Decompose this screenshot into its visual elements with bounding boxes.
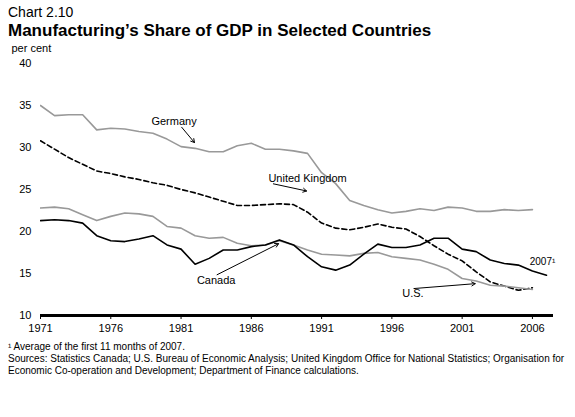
svg-text:U.S.: U.S. — [402, 287, 423, 299]
svg-text:10: 10 — [19, 309, 31, 321]
html-text:Chart 2.10: Chart 2.10 — [8, 4, 74, 20]
svg-text:1986: 1986 — [239, 322, 263, 334]
svg-text:2006: 2006 — [520, 322, 544, 334]
svg-text:Germany: Germany — [151, 115, 197, 127]
svg-text:1991: 1991 — [309, 322, 333, 334]
html-text:¹ Average of the first 11 mont: ¹ Average of the first 11 months of 2007… — [8, 341, 185, 352]
svg-text:40: 40 — [19, 57, 31, 69]
svg-text:per cent: per cent — [12, 42, 52, 54]
svg-text:1971: 1971 — [28, 322, 52, 334]
svg-text:Canada: Canada — [197, 274, 236, 286]
svg-text:2007¹: 2007¹ — [530, 256, 556, 267]
svg-text:1976: 1976 — [99, 322, 123, 334]
svg-text:2001: 2001 — [450, 322, 474, 334]
svg-text:15: 15 — [19, 267, 31, 279]
html-text:Sources: Statistics Canada; U.: Sources: Statistics Canada; U.S. Bureau … — [8, 353, 565, 376]
svg-text:1996: 1996 — [380, 322, 404, 334]
svg-text:United Kingdom: United Kingdom — [268, 172, 346, 184]
svg-text:35: 35 — [19, 99, 31, 111]
svg-text:30: 30 — [19, 141, 31, 153]
svg-text:25: 25 — [19, 183, 31, 195]
svg-text:20: 20 — [19, 225, 31, 237]
html-text:Manufacturing’s Share of GDP i: Manufacturing’s Share of GDP in Selected… — [8, 21, 432, 40]
svg-text:1981: 1981 — [169, 322, 193, 334]
